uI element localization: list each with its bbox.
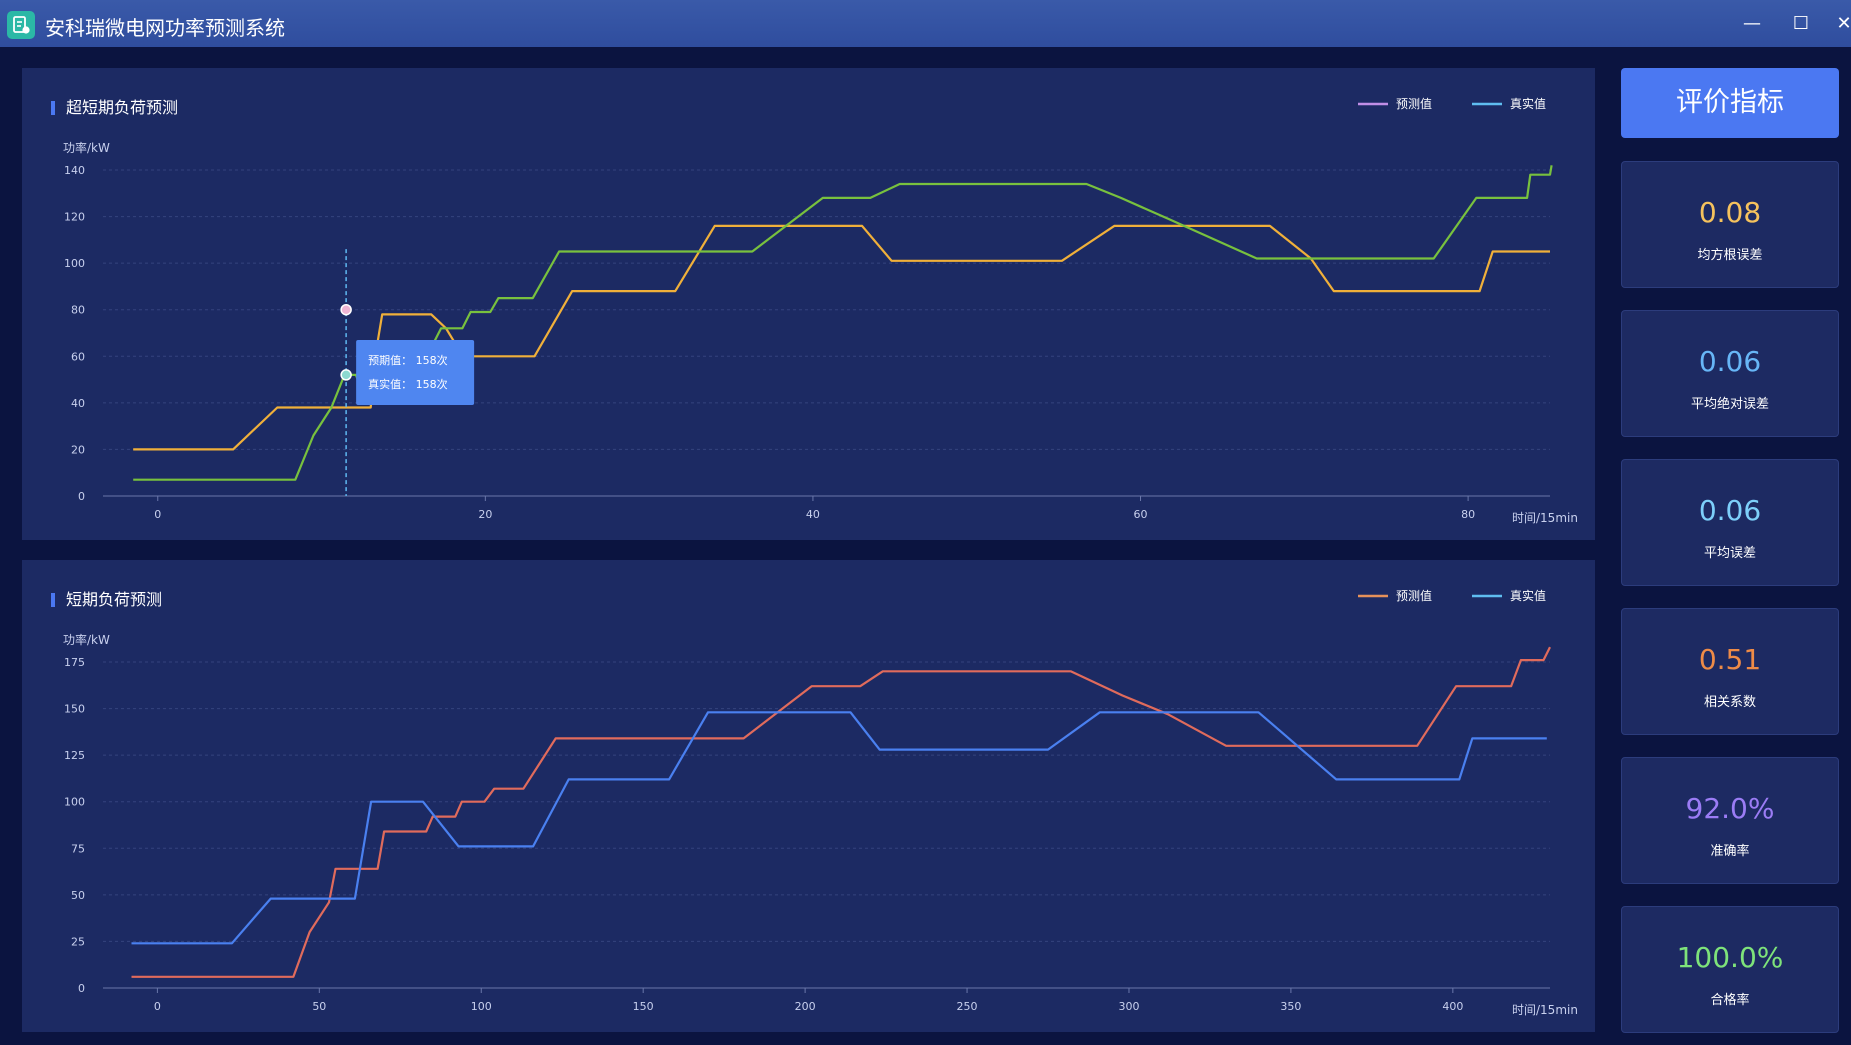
y-tick-label: 60 xyxy=(71,350,85,363)
y-tick-label: 125 xyxy=(64,749,85,762)
minimize-button[interactable]: — xyxy=(1743,13,1761,34)
y-tick-label: 175 xyxy=(64,656,85,669)
metric-label: 均方根误差 xyxy=(1697,248,1763,263)
x-tick-label: 300 xyxy=(1118,1000,1139,1013)
evaluation-header-button[interactable]: 评价指标 xyxy=(1621,68,1839,138)
x-tick-label: 0 xyxy=(154,508,161,521)
x-tick-label: 20 xyxy=(478,508,492,521)
metric-card-pass-rate: 100.0% 合格率 xyxy=(1621,906,1839,1033)
y-tick-label: 80 xyxy=(71,304,85,317)
metric-label: 准确率 xyxy=(1710,844,1750,859)
x-tick-label: 350 xyxy=(1280,1000,1301,1013)
metric-label: 合格率 xyxy=(1710,993,1750,1008)
y-tick-label: 100 xyxy=(64,796,85,809)
tooltip-box xyxy=(356,339,475,405)
metric-value: 0.06 xyxy=(1698,345,1762,378)
metric-value: 0.51 xyxy=(1698,643,1762,676)
short-term-chart-panel: 短期负荷预测 预测值 真实值功率/kW 0 25 50 75 100 125 150 175 0 50 1… xyxy=(22,560,1595,1032)
title-accent-bar xyxy=(51,593,55,607)
x-axis-label: 时间/15min xyxy=(1512,511,1578,525)
y-axis-label: 功率/kW xyxy=(63,632,110,647)
maximize-button[interactable]: ☐ xyxy=(1792,13,1810,34)
metric-value: 100.0% xyxy=(1676,941,1784,974)
metric-label: 平均绝对误差 xyxy=(1690,397,1769,412)
y-tick-label: 0 xyxy=(78,982,85,995)
legend-label: 预测值 xyxy=(1396,588,1432,603)
ultra-short-term-chart-panel: 超短期负荷预测 预测值 真实值功率/kW 0 20 40 60 80 100 120 140 0 20 4… xyxy=(22,68,1595,540)
tooltip-line: 预期值： 158次 xyxy=(368,353,448,367)
tooltip-point-marker xyxy=(340,303,352,316)
x-tick-label: 200 xyxy=(795,1000,816,1013)
chart-title: 超短期负荷预测 xyxy=(66,98,178,117)
legend-label: 真实值 xyxy=(1510,96,1546,111)
metric-card-correlation: 0.51 相关系数 xyxy=(1621,608,1839,735)
x-axis-label: 时间/15min xyxy=(1512,1003,1578,1017)
x-tick-label: 80 xyxy=(1461,508,1475,521)
metric-label: 平均误差 xyxy=(1703,546,1756,561)
metric-label: 相关系数 xyxy=(1703,695,1756,710)
window-title: 安科瑞微电网功率预测系统 xyxy=(45,16,285,40)
series-line-2 xyxy=(131,711,1547,945)
x-tick-label: 250 xyxy=(957,1000,978,1013)
y-tick-label: 50 xyxy=(71,889,85,902)
y-tick-label: 40 xyxy=(71,397,85,410)
tooltip-point-marker xyxy=(340,369,352,381)
y-tick-label: 75 xyxy=(71,842,85,855)
metric-card-accuracy: 92.0% 准确率 xyxy=(1621,757,1839,884)
x-tick-label: 50 xyxy=(312,1000,326,1013)
metric-value: 92.0% xyxy=(1685,792,1775,825)
legend-label: 真实值 xyxy=(1510,588,1546,603)
legend-label: 预测值 xyxy=(1396,96,1432,111)
title-accent-bar xyxy=(51,101,55,115)
y-tick-label: 140 xyxy=(64,164,85,177)
x-tick-label: 0 xyxy=(154,1000,161,1013)
x-tick-label: 100 xyxy=(471,1000,492,1013)
series-line-2 xyxy=(133,165,1553,481)
y-tick-label: 25 xyxy=(71,935,85,948)
y-tick-label: 150 xyxy=(64,703,85,716)
metric-value: 0.06 xyxy=(1698,494,1762,527)
close-button[interactable]: ✕ xyxy=(1836,13,1851,34)
y-tick-label: 0 xyxy=(78,490,85,503)
metric-value: 0.08 xyxy=(1698,196,1762,229)
y-tick-label: 120 xyxy=(64,211,85,224)
y-tick-label: 100 xyxy=(64,257,85,270)
y-tick-label: 20 xyxy=(71,443,85,456)
x-tick-label: 40 xyxy=(806,508,820,521)
chart-title: 短期负荷预测 xyxy=(66,590,162,609)
x-tick-label: 400 xyxy=(1442,1000,1463,1013)
tooltip-line: 真实值： 158次 xyxy=(368,377,448,391)
x-tick-label: 60 xyxy=(1134,508,1148,521)
app-icon xyxy=(7,11,35,39)
title-bar: 安科瑞微电网功率预测系统 — ☐ ✕ xyxy=(0,0,1851,47)
x-tick-label: 150 xyxy=(633,1000,654,1013)
y-axis-label: 功率/kW xyxy=(63,140,110,155)
evaluation-sidebar: 评价指标 0.08 均方根误差 0.06 平均绝对误差 0.06 平均误差 0.… xyxy=(1621,68,1839,1033)
metric-card-mae: 0.06 平均绝对误差 xyxy=(1621,310,1839,437)
series-line-1 xyxy=(131,646,1551,978)
metric-card-rmse: 0.08 均方根误差 xyxy=(1621,161,1839,288)
metric-card-mean-error: 0.06 平均误差 xyxy=(1621,459,1839,586)
